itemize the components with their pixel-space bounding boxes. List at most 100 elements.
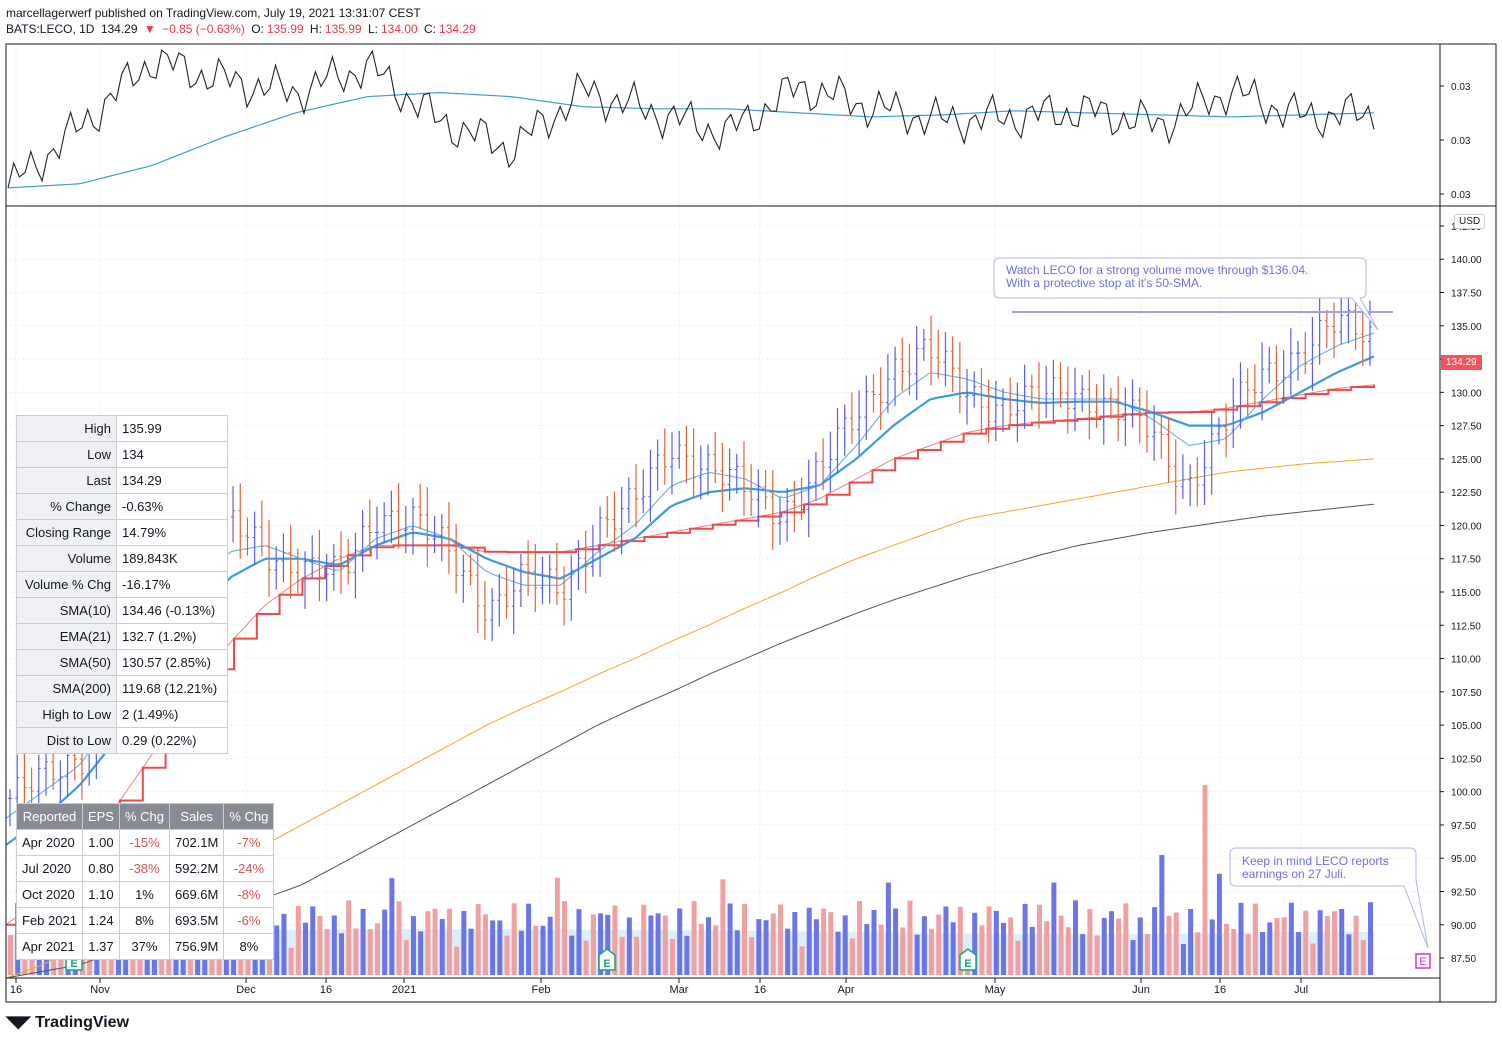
volume-bar <box>1065 927 1071 975</box>
stats-row: SMA(200) 119.68 (12.21%) <box>16 675 228 702</box>
volume-bar <box>475 904 481 975</box>
stats-row: Volume 189.843K <box>16 545 228 572</box>
volume-bar <box>1152 907 1158 975</box>
note2-bubble <box>1229 847 1429 949</box>
volume-bar <box>353 928 359 975</box>
volume-bar <box>670 938 676 975</box>
osc-main-line <box>7 49 1375 189</box>
chart-axes: 87.50 90.00 92.50 95.00 97.50 100.00 102.50 105… <box>5 43 1497 1003</box>
volume-bar <box>950 922 956 975</box>
earnings-cell: 702.1M <box>168 829 225 856</box>
annotation-note-2[interactable]: Keep in mind LECO reports earnings on 27… <box>1242 855 1389 881</box>
stats-label: % Change <box>16 493 117 520</box>
volume-bar <box>626 917 632 975</box>
volume-bar <box>864 924 870 975</box>
note-line: Watch LECO for a strong volume move thro… <box>1006 263 1309 277</box>
annotation-note-1[interactable]: Watch LECO for a strong volume move thro… <box>1006 264 1308 290</box>
earnings-marker-icon <box>959 948 977 971</box>
volume-bar <box>8 935 13 975</box>
close-value: 134.29 <box>439 22 476 36</box>
y-tick-label: 105.00 <box>1451 721 1482 732</box>
earnings-header: Sales <box>168 803 225 830</box>
volume-bar <box>662 915 668 975</box>
volume-bar <box>821 908 827 975</box>
volume-bar <box>425 911 431 975</box>
volume-bar <box>382 909 388 975</box>
volume-bar <box>1339 908 1345 975</box>
upcoming-earnings-icon <box>1415 953 1431 969</box>
y-tick-label: 87.50 <box>1451 954 1476 965</box>
volume-bar <box>1209 919 1215 975</box>
low-value: 134.00 <box>380 22 418 36</box>
oscillator-frame <box>5 43 1497 207</box>
y-tick-label: 100.00 <box>1451 788 1482 799</box>
earnings-marker-icon <box>598 948 616 971</box>
volume-bar <box>576 909 582 975</box>
volume-bar <box>1144 933 1150 975</box>
x-tick-label: 2021 <box>392 984 416 996</box>
stats-row: Dist to Low 0.29 (0.22%) <box>16 727 228 754</box>
volume-bar <box>468 928 474 975</box>
volume-bar <box>554 877 560 975</box>
volume-bar <box>885 882 891 975</box>
volume-bar <box>1274 918 1280 975</box>
x-tick-label: Nov <box>90 984 110 996</box>
volume-bar <box>1008 917 1014 975</box>
volume-bar <box>1001 922 1007 975</box>
volume-bar <box>914 934 920 975</box>
y-tick-label: 115.00 <box>1451 588 1481 599</box>
stats-value: 134.29 <box>116 467 228 494</box>
y-tick-label: 140.00 <box>1451 255 1482 266</box>
volume-bar <box>540 925 546 975</box>
volume-bar <box>1267 922 1273 975</box>
sma50-step-line <box>6 384 1375 926</box>
volume-bar <box>569 935 575 975</box>
earnings-cell: 37% <box>118 933 170 960</box>
volume-bar <box>504 935 510 975</box>
volume-bar <box>1094 935 1100 975</box>
volume-bar <box>749 937 755 975</box>
stats-label: Last <box>16 467 117 494</box>
volume-bar <box>1332 911 1338 975</box>
volume-bar <box>929 928 935 975</box>
y-tick-label: 137.50 <box>1451 289 1482 300</box>
tradingview-logo[interactable]: ◥◤ TradingView <box>6 1012 129 1032</box>
volume-bar <box>1029 926 1035 975</box>
volume-bar <box>979 925 985 975</box>
earnings-cell: 8% <box>118 907 170 934</box>
currency-label[interactable]: USD <box>1454 214 1486 229</box>
volume-bar <box>1288 902 1294 975</box>
volume-bar <box>842 915 848 975</box>
earnings-marker-label: E <box>603 958 610 970</box>
volume-bar <box>1296 931 1302 975</box>
volume-bar <box>454 946 460 975</box>
y-tick-label: 130.00 <box>1451 388 1482 399</box>
volume-bar <box>1224 923 1230 975</box>
volume-bar <box>986 906 992 975</box>
volume-bar <box>1072 900 1078 975</box>
volume-bar <box>547 916 553 975</box>
volume-bar <box>482 914 488 975</box>
high-value: 135.99 <box>324 22 362 36</box>
volume-bar <box>1368 902 1373 975</box>
volume-bar <box>1303 910 1309 975</box>
volume-bar <box>317 915 323 975</box>
x-tick-label: 16 <box>10 984 22 996</box>
volume-bar <box>497 920 503 975</box>
volume-bar <box>339 933 345 975</box>
open-label: O: <box>251 22 264 36</box>
volume-bar <box>648 915 654 975</box>
volume-bar <box>698 923 704 975</box>
volume-bar <box>374 923 380 975</box>
volume-bar <box>691 900 697 975</box>
volume-bar <box>943 906 949 975</box>
earnings-header: % Chg <box>223 803 275 830</box>
chart-grid <box>6 44 1440 978</box>
x-tick-label: Feb <box>532 984 551 996</box>
volume-bar <box>1238 902 1244 975</box>
stats-label: High <box>16 415 117 442</box>
stats-value: 132.7 (1.2%) <box>116 623 228 650</box>
stats-row: SMA(50) 130.57 (2.85%) <box>16 649 228 676</box>
stats-label: Volume % Chg <box>16 571 117 598</box>
volume-bar <box>835 931 841 975</box>
